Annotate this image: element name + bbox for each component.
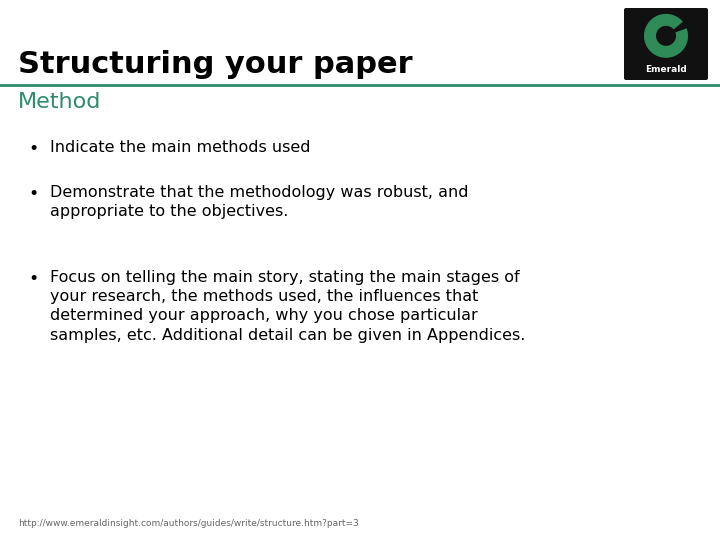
FancyBboxPatch shape — [624, 8, 708, 80]
Text: Focus on telling the main story, stating the main stages of
your research, the m: Focus on telling the main story, stating… — [50, 270, 526, 342]
Text: Method: Method — [18, 92, 102, 112]
Text: •: • — [28, 140, 38, 158]
Text: Structuring your paper: Structuring your paper — [18, 50, 413, 79]
Polygon shape — [644, 14, 688, 58]
Text: •: • — [28, 185, 38, 203]
Text: http://www.emeraldinsight.com/authors/guides/write/structure.htm?part=3: http://www.emeraldinsight.com/authors/gu… — [18, 519, 359, 528]
Text: Indicate the main methods used: Indicate the main methods used — [50, 140, 310, 155]
Text: •: • — [28, 270, 38, 288]
Text: Demonstrate that the methodology was robust, and
appropriate to the objectives.: Demonstrate that the methodology was rob… — [50, 185, 469, 219]
Text: Emerald: Emerald — [645, 65, 687, 73]
